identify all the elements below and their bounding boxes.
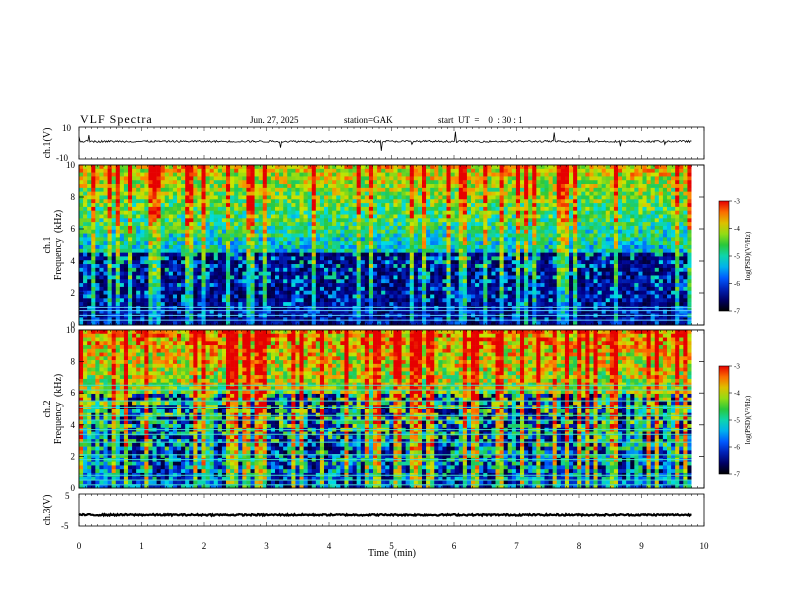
ch1-ylabel: ch.1(V) bbox=[42, 128, 53, 159]
time-tick-label: 6 bbox=[452, 541, 457, 551]
header-date: Jun. 27, 2025 bbox=[250, 115, 299, 125]
header-station: station=GAK bbox=[344, 115, 393, 125]
ch1-colorbar-tick-label: -7 bbox=[734, 308, 740, 316]
x-axis-label: Time (min) bbox=[368, 548, 416, 559]
time-tick-label: 4 bbox=[327, 541, 332, 551]
freq-tick-label: 10 bbox=[66, 325, 76, 335]
time-tick-label: 10 bbox=[700, 541, 710, 551]
ch1-waveform-trace bbox=[78, 131, 692, 151]
ch2-colorbar-tick-label: -7 bbox=[734, 471, 740, 479]
freq-tick-label: 0 bbox=[71, 483, 76, 493]
ch2-colorbar-label: log(PSD)(V²/Hz) bbox=[744, 395, 752, 444]
time-tick-label: 9 bbox=[639, 541, 644, 551]
freq-tick-label: 6 bbox=[71, 224, 76, 234]
ch1-colorbar-tick-label: -3 bbox=[734, 198, 740, 206]
time-axis: 0 1 2 3 4 5 6 7 8 9 10 bbox=[77, 127, 709, 551]
freq-tick-label: 2 bbox=[71, 451, 76, 461]
time-tick-label: 0 bbox=[77, 541, 82, 551]
ch3-waveform-trace bbox=[78, 512, 692, 518]
time-tick-label: 8 bbox=[577, 541, 582, 551]
ch1-colorbar-tick-label: -5 bbox=[734, 253, 740, 261]
time-tick-label: 1 bbox=[139, 541, 144, 551]
ch3-ytick-bottom: -5 bbox=[61, 521, 69, 531]
ch2-colorbar-tick-label: -5 bbox=[734, 417, 740, 425]
ch2-colorbar-tick-label: -6 bbox=[734, 444, 740, 452]
ch1-colorbar-tick-label: -4 bbox=[734, 225, 740, 233]
ch2-spectrogram-heatmap bbox=[79, 330, 704, 489]
figure-title: VLF Spectra bbox=[80, 112, 153, 126]
ch1-colorbar-tick-label: -6 bbox=[734, 280, 740, 288]
ch1-spectrogram-panel: 0 2 4 6 8 10 ch.1 Frequency (kHz) bbox=[42, 160, 705, 330]
freq-tick-label: 4 bbox=[71, 420, 76, 430]
ch2-colorbar-tick-label: -4 bbox=[734, 390, 740, 398]
freq-tick-label: 6 bbox=[71, 388, 76, 398]
time-tick-label: 5 bbox=[389, 541, 394, 551]
header-start-ut: start UT = 0 : 30 : 1 bbox=[438, 115, 523, 125]
ch3-ytick-top: 5 bbox=[65, 491, 70, 501]
freq-tick-label: 8 bbox=[71, 192, 76, 202]
freq-tick-label: 10 bbox=[66, 160, 76, 170]
ch1-spec-ylabel-channel: ch.1 bbox=[42, 237, 53, 254]
freq-tick-label: 8 bbox=[71, 357, 76, 367]
time-tick-label: 7 bbox=[514, 541, 519, 551]
ch1-ytick-top: 10 bbox=[62, 123, 72, 133]
ch3-ylabel: ch.3(V) bbox=[42, 495, 53, 526]
time-tick-label: 2 bbox=[202, 541, 207, 551]
ch2-colorbar-tick-label: -3 bbox=[734, 363, 740, 371]
freq-tick-label: 2 bbox=[71, 288, 76, 298]
ch1-colorbar-label: log(PSD)(V²/Hz) bbox=[744, 231, 752, 280]
ch1-spectrogram-heatmap bbox=[79, 165, 704, 326]
ch2-spec-ylabel: Frequency (kHz) bbox=[53, 374, 64, 445]
freq-tick-label: 0 bbox=[71, 320, 76, 330]
freq-tick-label: 4 bbox=[71, 256, 76, 266]
ch2-colorbar: -3 -4 -5 -6 -7 log(PSD)(V²/Hz) bbox=[718, 363, 752, 479]
ch1-colorbar: -3 -4 -5 -6 -7 log(PSD)(V²/Hz) bbox=[718, 198, 752, 316]
ch2-spectrogram-panel: 0 2 4 6 8 10 ch.2 Frequency (kHz) bbox=[42, 325, 705, 493]
ch2-spec-ylabel-channel: ch.2 bbox=[42, 401, 53, 418]
ch1-ytick-bottom: -10 bbox=[56, 153, 68, 163]
time-tick-label: 3 bbox=[264, 541, 269, 551]
ch1-spec-ylabel: Frequency (kHz) bbox=[53, 210, 64, 281]
